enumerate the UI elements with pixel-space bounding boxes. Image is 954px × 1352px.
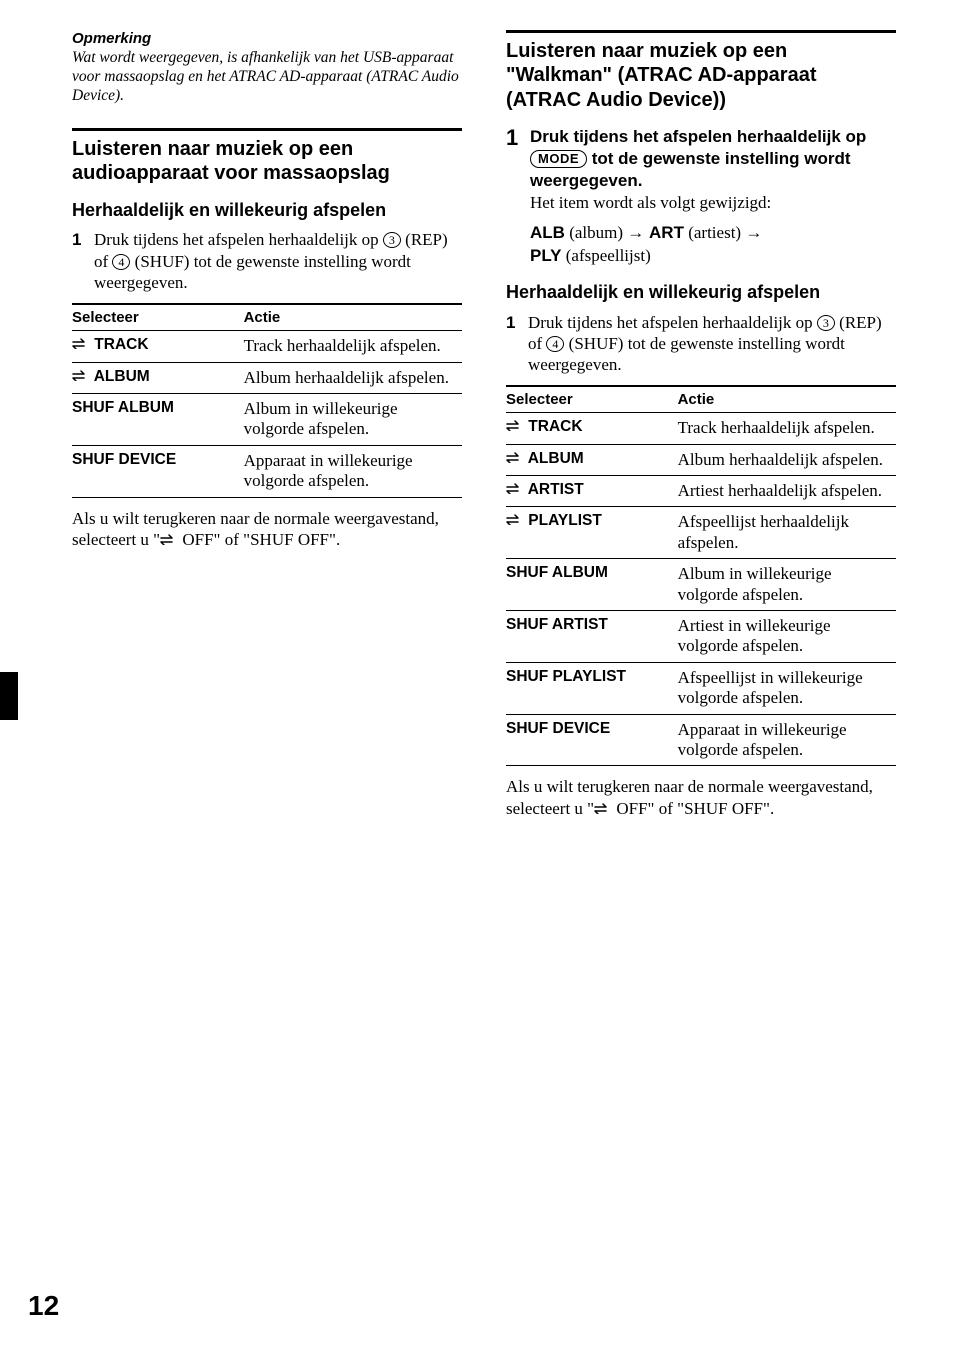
circled-number-icon: 4 [112, 254, 130, 270]
table-row: SHUF PLAYLISTAfspeellijst in willekeurig… [506, 662, 896, 714]
table-row: PLAYLISTAfspeellijst herhaaldelijk afspe… [506, 507, 896, 559]
step-text-pre: Druk tijdens het afspelen herhaaldelijk … [528, 313, 817, 332]
right-table-body: TRACKTrack herhaaldelijk afspelen. ALBUM… [506, 413, 896, 766]
step-number: 1 [506, 312, 520, 376]
table-row: SHUF ARTISTArtiest in willekeurige volgo… [506, 611, 896, 663]
action-cell: Afspeellijst herhaaldelijk afspelen. [678, 507, 896, 559]
select-cell: ALBUM [506, 444, 678, 475]
right-table: Selecteer Actie TRACKTrack herhaaldelijk… [506, 385, 896, 766]
seq-ply: PLY [530, 246, 562, 265]
left-table-body: TRACKTrack herhaaldelijk afspelen. ALBUM… [72, 331, 462, 497]
right-subheading: Herhaaldelijk en willekeurig afspelen [506, 282, 896, 304]
action-cell: Album herhaaldelijk afspelen. [678, 444, 896, 475]
table-header-action: Actie [678, 386, 896, 413]
select-cell: PLAYLIST [506, 507, 678, 559]
left-subheading: Herhaaldelijk en willekeurig afspelen [72, 200, 462, 222]
arrow-icon: → [745, 223, 762, 242]
step-number: 1 [506, 126, 522, 214]
table-row: SHUF DEVICEApparaat in willekeurige volg… [506, 714, 896, 766]
select-cell: SHUF ALBUM [72, 393, 244, 445]
circled-number-icon: 4 [546, 336, 564, 352]
repeat-icon [72, 336, 88, 347]
step-tail: Het item wordt als volgt gewijzigd: [530, 193, 771, 212]
action-cell: Track herhaaldelijk afspelen. [678, 413, 896, 444]
action-cell: Apparaat in willekeurige volgorde afspel… [678, 714, 896, 766]
circled-number-icon: 3 [383, 232, 401, 248]
table-row: SHUF ALBUMAlbum in willekeurige volgorde… [506, 559, 896, 611]
right-column: Luisteren naar muziek op een "Walkman" (… [506, 30, 896, 819]
circled-number-icon: 3 [817, 315, 835, 331]
divider-rule [72, 128, 462, 131]
two-column-layout: Opmerking Wat wordt weergegeven, is afha… [72, 30, 896, 819]
note-title: Opmerking [72, 30, 462, 47]
right-step-2: 1 Druk tijdens het afspelen herhaaldelij… [506, 312, 896, 376]
follow-mid: OFF" of "SHUF OFF". [178, 530, 340, 549]
left-column: Opmerking Wat wordt weergegeven, is afha… [72, 30, 462, 819]
step-bold: Druk tijdens het afspelen herhaaldelijk … [530, 127, 866, 190]
left-heading: Luisteren naar muziek op een audioappara… [72, 137, 462, 186]
arrow-icon: → [627, 223, 649, 242]
table-row: SHUF ALBUMAlbum in willekeurige volgorde… [72, 393, 462, 445]
action-cell: Apparaat in willekeurige volgorde afspel… [244, 445, 462, 497]
sequence-line: ALB (album) → ART (artiest) → PLY (afspee… [530, 222, 896, 268]
table-row: TRACKTrack herhaaldelijk afspelen. [72, 331, 462, 362]
repeat-icon [160, 529, 176, 540]
select-cell: SHUF DEVICE [506, 714, 678, 766]
table-header-select: Selecteer [506, 386, 678, 413]
action-cell: Artiest herhaaldelijk afspelen. [678, 476, 896, 507]
right-follow-text: Als u wilt terugkeren naar de normale we… [506, 776, 896, 819]
table-row: ALBUMAlbum herhaaldelijk afspelen. [506, 444, 896, 475]
follow-mid: OFF" of "SHUF OFF". [612, 799, 774, 818]
table-row: TRACKTrack herhaaldelijk afspelen. [506, 413, 896, 444]
repeat-icon [506, 450, 522, 461]
divider-rule [506, 30, 896, 33]
side-tab [0, 672, 18, 720]
table-header-select: Selecteer [72, 304, 244, 331]
repeat-icon [506, 512, 522, 523]
action-cell: Afspeellijst in willekeurige volgorde af… [678, 662, 896, 714]
action-cell: Track herhaaldelijk afspelen. [244, 331, 462, 362]
seq-art: ART [649, 223, 684, 242]
left-follow-text: Als u wilt terugkeren naar de normale we… [72, 508, 462, 551]
select-cell: TRACK [72, 331, 244, 362]
repeat-icon [594, 798, 610, 809]
table-row: ARTISTArtiest herhaaldelijk afspelen. [506, 476, 896, 507]
right-step-1: 1 Druk tijdens het afspelen herhaaldelij… [506, 126, 896, 214]
select-cell: SHUF DEVICE [72, 445, 244, 497]
seq-ply-p: (afspeellijst) [562, 246, 651, 265]
mode-button-icon: MODE [530, 150, 587, 168]
step-text: Druk tijdens het afspelen herhaaldelijk … [530, 126, 896, 214]
repeat-icon [506, 481, 522, 492]
left-table: Selecteer Actie TRACKTrack herhaaldelijk… [72, 303, 462, 497]
page-number: 12 [28, 1290, 59, 1322]
table-header-action: Actie [244, 304, 462, 331]
action-cell: Album herhaaldelijk afspelen. [244, 362, 462, 393]
action-cell: Artiest in willekeurige volgorde afspele… [678, 611, 896, 663]
seq-alb-p: (album) [565, 223, 627, 242]
step-text: Druk tijdens het afspelen herhaaldelijk … [528, 312, 896, 376]
step-bold-pre: Druk tijdens het afspelen herhaaldelijk … [530, 127, 866, 146]
right-heading: Luisteren naar muziek op een "Walkman" (… [506, 39, 896, 112]
left-step-1: 1 Druk tijdens het afspelen herhaaldelij… [72, 229, 462, 293]
step-number: 1 [72, 229, 86, 293]
seq-art-p: (artiest) [684, 223, 745, 242]
select-cell: SHUF ALBUM [506, 559, 678, 611]
table-row: ALBUMAlbum herhaaldelijk afspelen. [72, 362, 462, 393]
step-text-mid2: (SHUF) tot de gewenste instelling wordt … [528, 334, 845, 374]
step-text-mid2: (SHUF) tot de gewenste instelling wordt … [94, 252, 411, 292]
step-text: Druk tijdens het afspelen herhaaldelijk … [94, 229, 462, 293]
note-body: Wat wordt weergegeven, is afhankelijk va… [72, 49, 462, 106]
select-cell: SHUF ARTIST [506, 611, 678, 663]
repeat-icon [72, 368, 88, 379]
table-row: SHUF DEVICEApparaat in willekeurige volg… [72, 445, 462, 497]
select-cell: ARTIST [506, 476, 678, 507]
seq-alb: ALB [530, 223, 565, 242]
select-cell: SHUF PLAYLIST [506, 662, 678, 714]
select-cell: ALBUM [72, 362, 244, 393]
repeat-icon [506, 418, 522, 429]
action-cell: Album in willekeurige volgorde afspelen. [678, 559, 896, 611]
step-text-pre: Druk tijdens het afspelen herhaaldelijk … [94, 230, 383, 249]
select-cell: TRACK [506, 413, 678, 444]
action-cell: Album in willekeurige volgorde afspelen. [244, 393, 462, 445]
